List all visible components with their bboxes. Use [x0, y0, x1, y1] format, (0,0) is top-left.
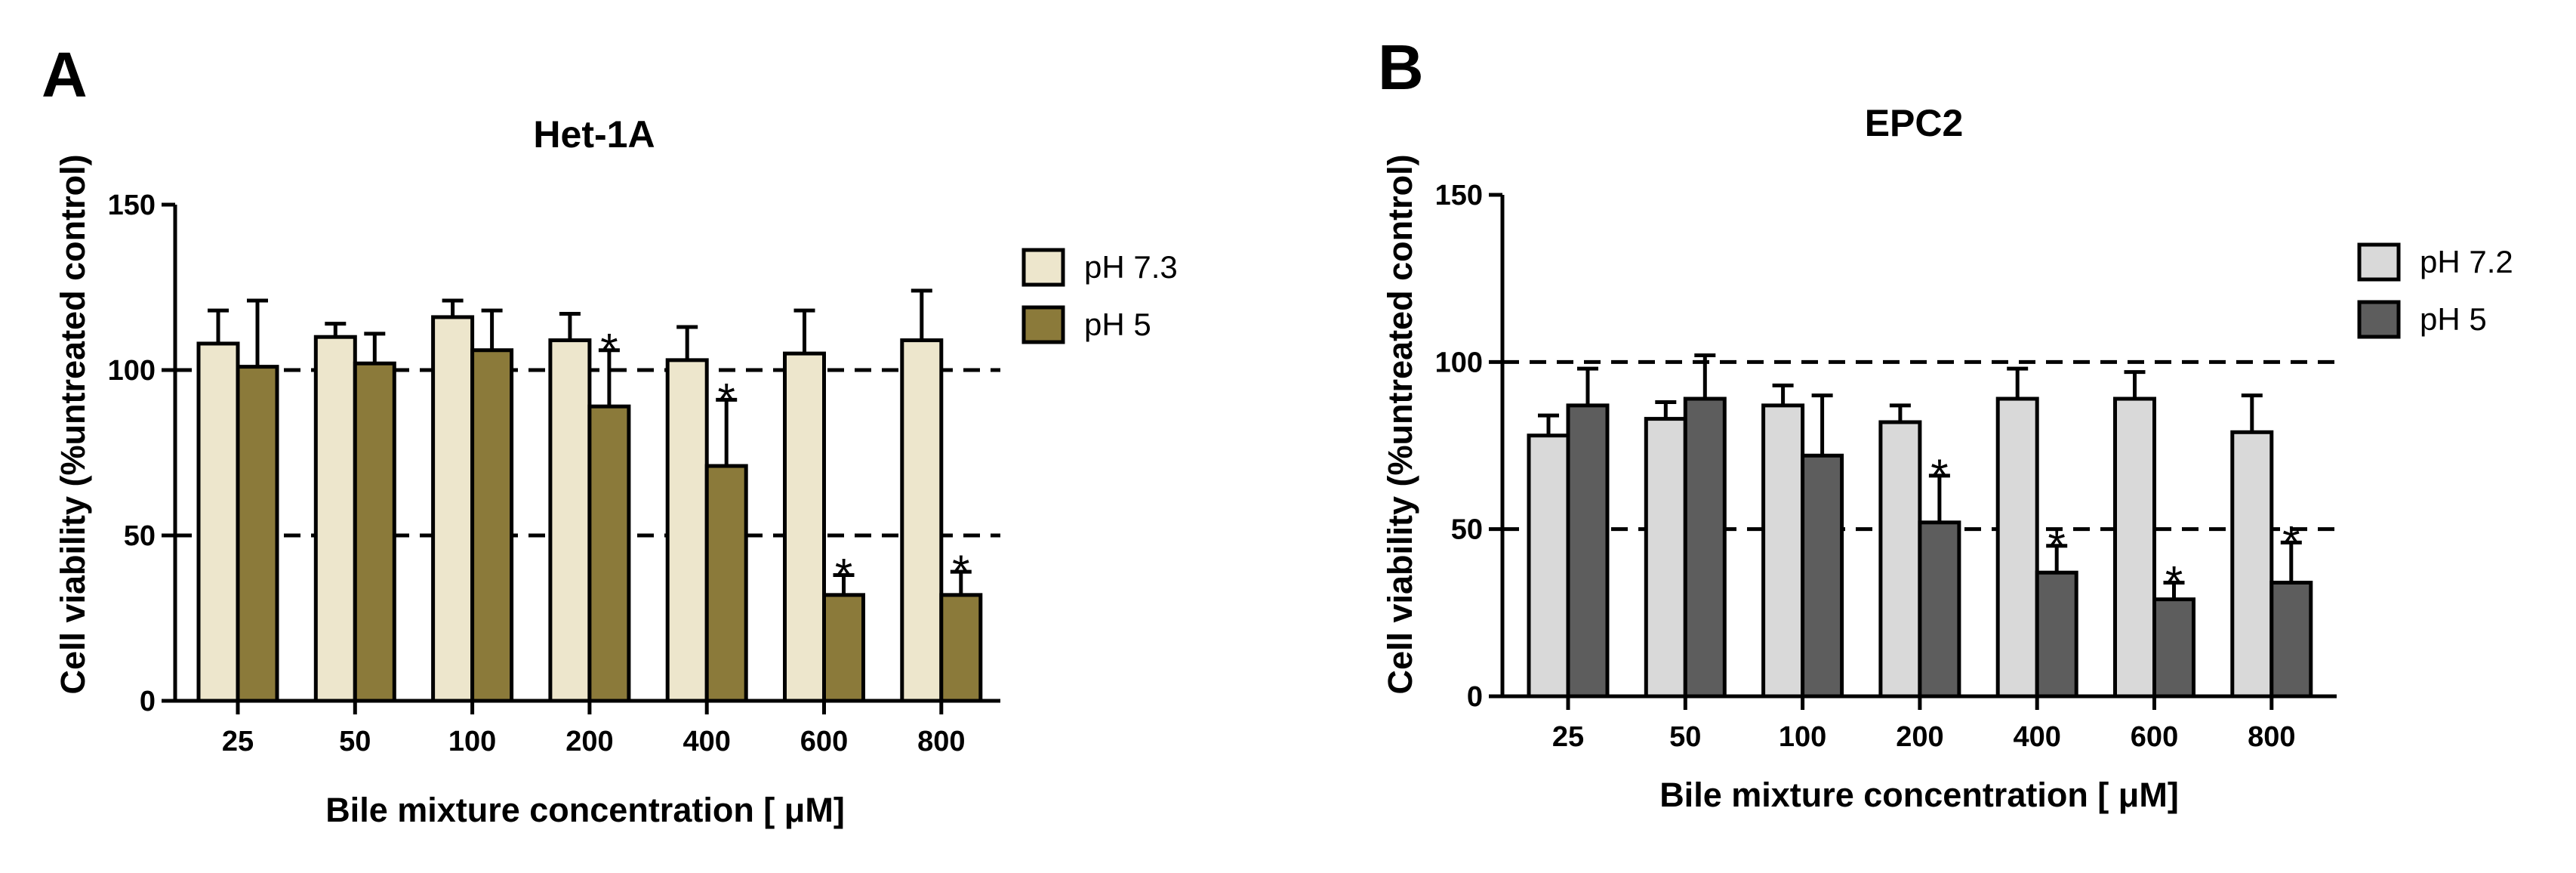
x-tick-label: 200: [565, 726, 613, 757]
panel-letter: B: [1378, 32, 1424, 103]
bar: [665, 358, 709, 703]
bar: [1527, 433, 1570, 699]
legend-swatch: [1021, 248, 1065, 287]
significance-marker: *: [2165, 557, 2183, 607]
x-tick-label: 50: [1669, 721, 1701, 753]
bar: [2152, 597, 2195, 699]
x-tick-label: 100: [448, 726, 496, 757]
y-tick-label: 50: [124, 520, 156, 552]
x-tick-label: 400: [2013, 721, 2060, 753]
bar: [900, 338, 944, 703]
y-tick-label: 150: [1435, 180, 1483, 211]
bar: [1995, 396, 2039, 699]
bar: [470, 348, 514, 703]
significance-marker: *: [1930, 450, 1948, 501]
x-tick-label: 600: [2131, 721, 2178, 753]
legend-label: pH 5: [2420, 301, 2487, 337]
bar: [1801, 453, 1844, 699]
y-axis-label-group: Cell viability (%untreated control): [1381, 154, 1419, 694]
bar: [2230, 430, 2274, 699]
y-tick-label: 150: [108, 190, 156, 221]
bar: [2113, 396, 2156, 699]
x-tick-label: 50: [339, 726, 371, 757]
x-tick-label: 100: [1779, 721, 1826, 753]
legend-label: pH 7.2: [2420, 244, 2513, 279]
bar: [704, 464, 748, 703]
chart-title: EPC2: [1865, 102, 1964, 144]
bar: [822, 593, 865, 703]
chart-title: Het-1A: [533, 113, 655, 156]
bar: [196, 341, 240, 703]
significance-marker: *: [2282, 517, 2300, 567]
bar: [1644, 417, 1687, 699]
x-tick-label: 800: [917, 726, 965, 757]
bar: [1918, 520, 1961, 699]
panel-a: A Het-1A Cell viability (%untreated cont…: [42, 39, 1178, 829]
panel-b: B EPC2 Cell viability (%untreated contro…: [1378, 32, 2513, 814]
bar: [783, 351, 826, 703]
bar: [1683, 396, 1727, 699]
bar: [2035, 570, 2078, 699]
y-axis-label-group: Cell viability (%untreated control): [54, 154, 92, 694]
bar: [587, 404, 631, 703]
legend-swatch: [1021, 305, 1065, 344]
x-tick-label: 200: [1896, 721, 1943, 753]
bar: [353, 361, 396, 703]
bar: [1878, 420, 1922, 699]
panel-letter: A: [42, 39, 88, 110]
y-tick-label: 0: [140, 686, 156, 717]
y-axis-label: Cell viability (%untreated control): [1381, 154, 1419, 694]
y-tick-label: 100: [108, 355, 156, 387]
y-axis-label: Cell viability (%untreated control): [54, 154, 92, 694]
x-axis-label: Bile mixture concentration [ μM]: [1659, 776, 2179, 814]
bar: [431, 315, 475, 703]
legend-label: pH 5: [1084, 307, 1151, 342]
y-tick-label: 0: [1467, 681, 1483, 713]
x-tick-label: 25: [1552, 721, 1584, 753]
significance-marker: *: [952, 546, 969, 597]
legend-swatch: [2357, 300, 2401, 339]
x-tick-label: 600: [800, 726, 848, 757]
bar: [2269, 580, 2313, 699]
bar: [548, 338, 592, 703]
bar: [1761, 403, 1805, 699]
significance-marker: *: [600, 325, 618, 375]
x-tick-label: 25: [222, 726, 254, 757]
bar: [313, 335, 357, 703]
bar: [939, 593, 983, 703]
bar: [1566, 403, 1610, 699]
significance-marker: *: [835, 550, 852, 600]
y-tick-label: 50: [1451, 514, 1483, 546]
x-tick-label: 800: [2248, 721, 2295, 753]
y-tick-label: 100: [1435, 347, 1483, 378]
legend-label: pH 7.3: [1084, 249, 1178, 285]
x-tick-label: 400: [683, 726, 730, 757]
significance-marker: *: [718, 374, 735, 424]
legend-swatch: [2357, 242, 2401, 282]
significance-marker: *: [2048, 520, 2066, 571]
x-axis-label: Bile mixture concentration [ μM]: [325, 791, 845, 829]
bar: [236, 365, 279, 703]
